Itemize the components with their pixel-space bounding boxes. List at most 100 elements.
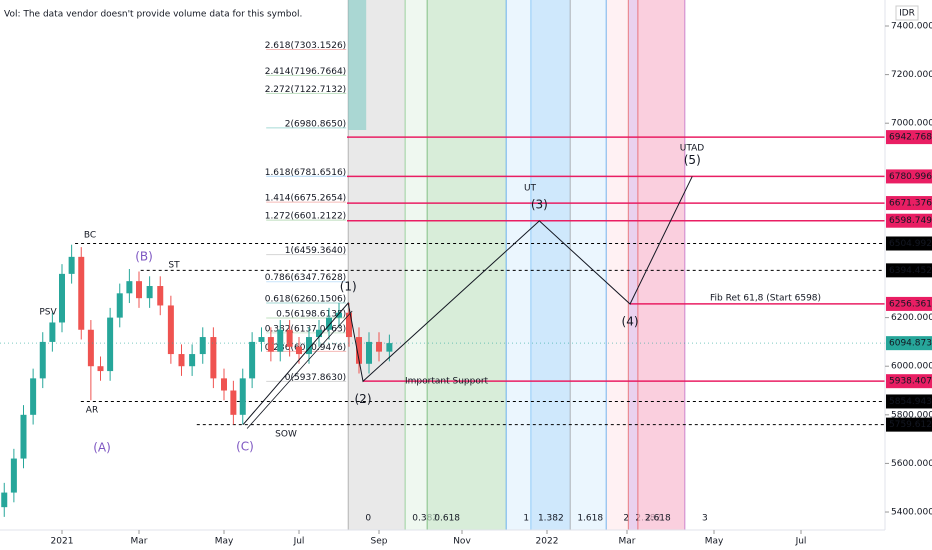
- price-label-box: [886, 394, 932, 409]
- annotation: BC: [84, 231, 96, 241]
- price-label: 5938.4072: [889, 377, 932, 387]
- wave-label: (3): [531, 197, 548, 211]
- annotation: Important Support: [405, 377, 489, 387]
- x-tick-label: Jul: [293, 537, 305, 547]
- time-zone-band: [606, 0, 629, 530]
- fib-label: 2.272(7122.7132): [265, 85, 346, 95]
- wave-label: (1): [340, 280, 357, 294]
- candle-body: [267, 337, 274, 352]
- price-label: 6942.7681: [889, 133, 932, 143]
- time-zone-label: 0: [365, 514, 371, 524]
- candle-body: [39, 341, 46, 379]
- channel-line: [246, 310, 353, 429]
- candle-body: [59, 273, 65, 323]
- candle-body: [210, 337, 217, 379]
- annotation: ST: [168, 261, 180, 271]
- volume-note: Vol: The data vendor doesn't provide vol…: [4, 10, 302, 20]
- candle-body: [336, 312, 342, 318]
- time-zone-band: [637, 0, 685, 530]
- price-label: 6598.7492: [889, 216, 932, 226]
- y-tick-label: 5400.0000: [891, 508, 932, 518]
- candle-body: [326, 317, 332, 330]
- x-tick-label: 2021: [51, 537, 74, 547]
- candle-body: [189, 354, 196, 367]
- time-zone-band: [506, 0, 531, 530]
- annotation: SOW: [275, 430, 297, 440]
- x-tick-label: Jul: [795, 537, 807, 547]
- fib-label: 0.618(6260.1506): [265, 294, 346, 304]
- fib-label: 0.236(6060.9476): [265, 343, 346, 353]
- candle-body: [306, 337, 312, 355]
- annotation: PSV: [39, 308, 57, 318]
- time-zone-band: [530, 0, 571, 530]
- time-zone-label: 0.618: [434, 514, 460, 524]
- time-zone-label: 2: [623, 514, 629, 524]
- price-label-box: [886, 169, 932, 184]
- time-zone-band: [628, 0, 638, 530]
- candle-body: [356, 337, 362, 364]
- y-tick-label: 5600.0000: [891, 459, 932, 469]
- candle-body: [20, 414, 27, 459]
- candle-body: [68, 256, 75, 274]
- price-label-box: [886, 263, 932, 278]
- fib-label: 1.414(6675.2654): [265, 194, 346, 204]
- fib-label: 0.382(6137.0763): [265, 324, 346, 334]
- currency-box: [895, 5, 919, 21]
- price-label-box: [886, 130, 932, 145]
- price-label-box: [886, 236, 932, 251]
- fib-label: 2.414(7196.7664): [265, 67, 346, 77]
- fib-label: 1.618(6781.6516): [265, 168, 346, 178]
- annotation: (A): [93, 441, 111, 455]
- price-label: 6671.3768: [889, 199, 932, 209]
- price-label: 6504.9922: [889, 239, 932, 249]
- annotation: UT: [524, 184, 537, 194]
- price-label: 6256.3617: [889, 299, 932, 309]
- candle-body: [286, 329, 293, 347]
- candle-body: [296, 346, 302, 355]
- fib-label: 2(6980.8650): [285, 119, 346, 129]
- candle-body: [78, 256, 85, 330]
- candle-body: [230, 390, 237, 415]
- y-tick-label: 7000.0000: [891, 119, 932, 129]
- candle-body: [146, 286, 153, 299]
- x-tick-label: Nov: [453, 537, 471, 547]
- price-label-box: [886, 296, 932, 311]
- candle-body: [376, 341, 382, 352]
- wave-label: (2): [355, 392, 372, 406]
- fib-label: 0.5(6198.6135): [276, 309, 346, 319]
- price-label: 6094.8730: [889, 339, 932, 349]
- annotation: Fib Ret 61,8 (Start 6598): [710, 294, 821, 304]
- annotation: (B): [135, 250, 153, 264]
- x-tick-label: Sep: [371, 537, 388, 547]
- candle-body: [178, 354, 185, 367]
- y-tick-label: 6000.0000: [891, 362, 932, 372]
- price-label-box: [886, 374, 932, 389]
- x-tick-label: May: [215, 537, 234, 547]
- candle-body: [136, 281, 142, 299]
- y-tick-label: 5800.0000: [891, 410, 932, 420]
- y-tick-label: 7400.0000: [891, 22, 932, 32]
- time-zone-label: 1: [523, 514, 529, 524]
- wave-label: (5): [684, 153, 701, 167]
- candle-body: [49, 322, 56, 342]
- currency: IDR: [899, 9, 915, 19]
- plot: 2.618(7303.1526) 2.414(7196.7664) 2.272(71…: [0, 41, 885, 517]
- price-label-box: [886, 417, 932, 432]
- candle-body: [10, 458, 17, 493]
- time-zone-label: 2.618: [645, 514, 671, 524]
- candle-body: [221, 378, 227, 391]
- annotation: UTAD: [680, 144, 705, 154]
- price-label: 5854.9434: [889, 397, 932, 407]
- time-zone-label: 1.382: [538, 514, 564, 524]
- candle-body: [116, 293, 123, 318]
- fib-label: 1.272(6601.2122): [265, 212, 346, 222]
- candle-body: [249, 341, 256, 379]
- fib-label: 0.786(6347.7628): [265, 273, 346, 283]
- candle-body: [167, 305, 174, 355]
- price-label-box: [886, 336, 932, 351]
- time-zone-top: [348, 0, 367, 130]
- x-tick-label: May: [705, 537, 724, 547]
